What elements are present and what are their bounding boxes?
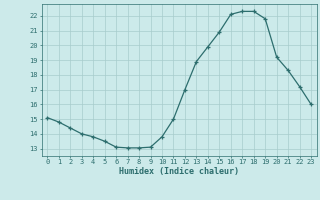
X-axis label: Humidex (Indice chaleur): Humidex (Indice chaleur) — [119, 167, 239, 176]
